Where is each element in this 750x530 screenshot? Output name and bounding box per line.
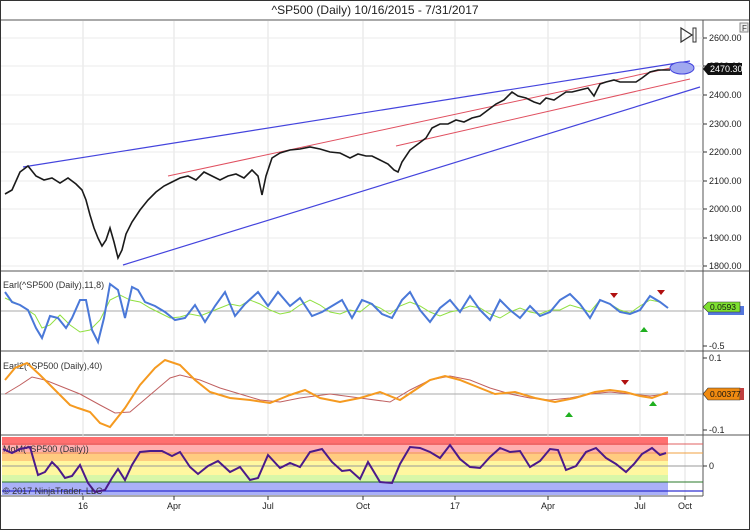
svg-text:-0.5: -0.5 — [709, 341, 725, 351]
earl-axis: -0.5 — [703, 341, 725, 351]
svg-text:2000.00: 2000.00 — [709, 204, 742, 214]
earl-value-tag: 0.0593 — [702, 301, 744, 315]
svg-text:0.00377: 0.00377 — [710, 389, 741, 399]
mom-axis: 0 — [703, 461, 714, 471]
earl2-value-tag: 0.00377 — [702, 387, 744, 401]
earl-label: Earl(^SP500 (Daily),11,8) — [3, 280, 104, 290]
svg-text:1900.00: 1900.00 — [709, 233, 742, 243]
svg-text:0.0593: 0.0593 — [710, 302, 736, 312]
svg-text:0: 0 — [709, 461, 714, 471]
svg-text:0.1: 0.1 — [709, 353, 722, 363]
last-price-tag: 2470.30 — [703, 63, 743, 75]
mom-line — [2, 443, 667, 494]
copyright-text: © 2017 NinjaTrader, LLC — [3, 486, 103, 496]
outer-channel[interactable] — [22, 60, 701, 266]
inner-channel[interactable] — [167, 65, 691, 177]
svg-text:Jul: Jul — [262, 501, 274, 511]
earl2-signal-markers — [565, 380, 657, 417]
svg-text:Apr: Apr — [541, 501, 555, 511]
earl2-fast-line — [4, 358, 669, 429]
earl2-slow-line — [4, 374, 669, 414]
f-button[interactable]: F — [739, 22, 749, 33]
svg-text:Oct: Oct — [356, 501, 371, 511]
svg-text:Oct: Oct — [678, 501, 693, 511]
chart-title: ^SP500 (Daily) 10/16/2015 - 7/31/2017 — [271, 3, 479, 17]
earl-fast-line — [4, 282, 669, 345]
svg-text:17: 17 — [450, 501, 460, 511]
price-highlight-ellipse[interactable] — [669, 61, 695, 75]
price-series — [4, 69, 670, 261]
svg-text:1800.00: 1800.00 — [709, 261, 742, 271]
svg-text:Apr: Apr — [167, 501, 181, 511]
x-axis: 16 Apr Jul Oct 17 Apr Jul Oct — [78, 496, 693, 511]
svg-text:2470.30: 2470.30 — [710, 64, 743, 74]
mom-bands — [2, 437, 703, 495]
svg-text:2600.00: 2600.00 — [709, 33, 742, 43]
earl2-label: Earl2(^SP500 (Daily),40) — [3, 361, 102, 371]
earl2-axis: 0.1 -0.1 — [703, 353, 725, 435]
svg-text:2400.00: 2400.00 — [709, 90, 742, 100]
jump-to-end-icon[interactable] — [680, 26, 697, 44]
svg-text:16: 16 — [78, 501, 88, 511]
earl-signal-markers — [610, 290, 665, 332]
mom-label: MoM(^SP500 (Daily)) — [3, 444, 89, 454]
svg-text:2200.00: 2200.00 — [709, 147, 742, 157]
svg-text:F: F — [742, 24, 747, 33]
svg-text:2100.00: 2100.00 — [709, 176, 742, 186]
svg-text:Jul: Jul — [634, 501, 646, 511]
svg-text:-0.1: -0.1 — [709, 425, 725, 435]
svg-text:2300.00: 2300.00 — [709, 119, 742, 129]
